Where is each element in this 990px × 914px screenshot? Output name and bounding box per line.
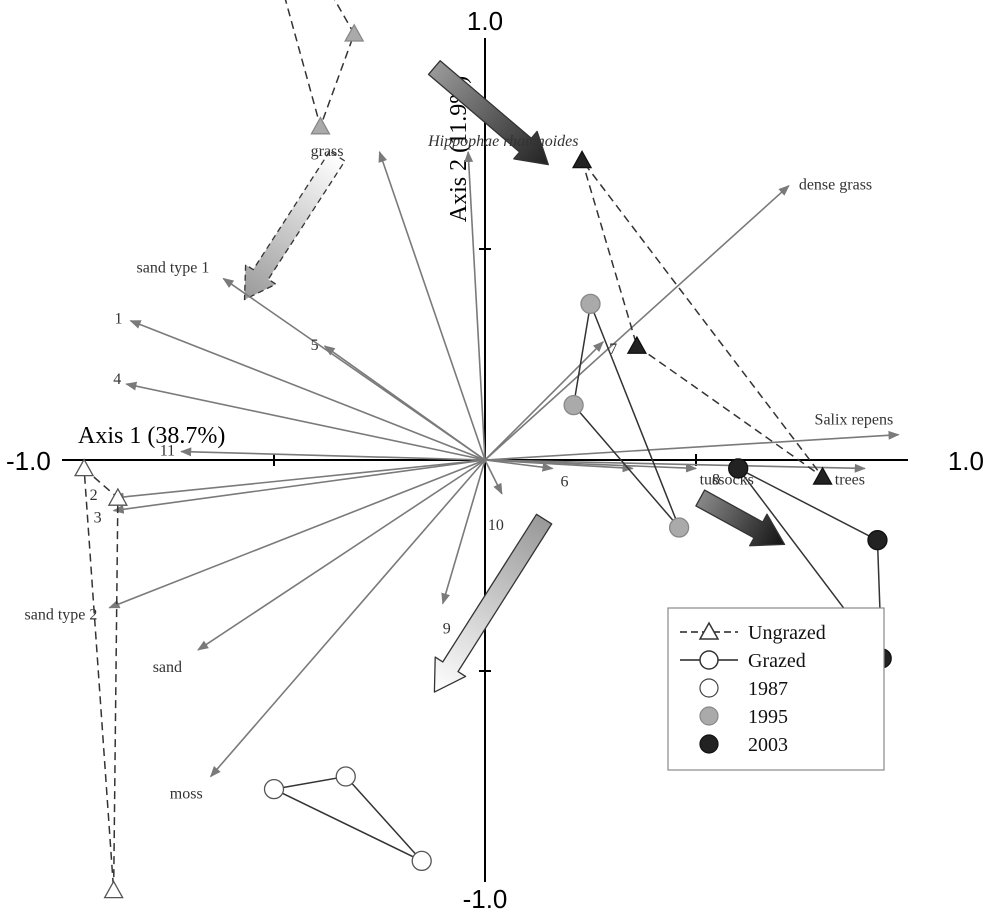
vector-arrow-salix-repens bbox=[484, 430, 900, 461]
vector-arrow-11 bbox=[180, 447, 486, 461]
vector-arrow-moss bbox=[209, 459, 486, 778]
y-max-tick-label: 1.0 bbox=[467, 6, 503, 36]
vector-label-11: 11 bbox=[160, 443, 175, 460]
vector-arrow-trees bbox=[484, 459, 866, 473]
vector-label-trees: trees bbox=[835, 471, 865, 488]
data-point-grazed-2003-2 bbox=[867, 530, 888, 551]
vector-label-salix-repens: Salix repens bbox=[815, 412, 894, 429]
vector-label-sand: sand bbox=[153, 659, 182, 676]
data-point-grazed-1987-1 bbox=[263, 779, 285, 800]
vector-arrow-dense-grass bbox=[484, 184, 790, 461]
legend-grazed-label: Grazed bbox=[748, 650, 806, 672]
vector-arrow-sand-type-2 bbox=[108, 459, 486, 609]
vector-label-hippophae-rhamnoides: Hippophae rhamnoides bbox=[427, 133, 578, 150]
legend-1987-label: 1987 bbox=[748, 678, 788, 700]
data-point-grazed-1995-2 bbox=[563, 394, 584, 416]
data-point-ungrazed-2003-3 bbox=[812, 466, 833, 485]
group-outline-ungrazed-1995 bbox=[284, 0, 356, 130]
legend-ungrazed-label: Ungrazed bbox=[748, 622, 826, 644]
vector-arrow-sand bbox=[197, 459, 486, 651]
data-point-ungrazed-1995-2 bbox=[344, 23, 365, 42]
vector-label-6: 6 bbox=[561, 473, 569, 490]
axes: 1.0 -1.0 -1.0 1.0 Axis 1 (38.7%) Axis 2 … bbox=[6, 6, 984, 914]
data-point-ungrazed-1987-2 bbox=[107, 487, 128, 506]
vector-label-3: 3 bbox=[94, 510, 102, 527]
vector-arrow-5 bbox=[323, 345, 486, 461]
vector-label-7: 7 bbox=[609, 341, 617, 358]
legend: Ungrazed Grazed 1987 1995 2003 bbox=[667, 607, 885, 771]
data-point-grazed-1995-3 bbox=[668, 517, 690, 538]
data-point-grazed-1987-3 bbox=[411, 850, 432, 872]
vector-label-moss: moss bbox=[170, 786, 203, 803]
data-point-ungrazed-1987-3 bbox=[103, 880, 124, 899]
vector-arrow-2 bbox=[112, 459, 486, 502]
data-point-ungrazed-2003-1 bbox=[571, 150, 593, 169]
vector-label-10: 10 bbox=[488, 517, 504, 534]
vector-arrow-tussocks bbox=[484, 459, 634, 473]
trajectory-arrow-2 bbox=[433, 513, 553, 693]
vector-label-sand-type-1: sand type 1 bbox=[136, 260, 209, 277]
legend-ungrazed-triangle bbox=[698, 621, 720, 640]
legend-grazed-circle bbox=[699, 650, 719, 670]
trajectory-arrows bbox=[243, 60, 786, 693]
vector-label-sand-type-2: sand type 2 bbox=[25, 607, 98, 624]
x-max-tick-label: 1.0 bbox=[948, 446, 984, 476]
vector-arrow-7 bbox=[484, 341, 604, 461]
legend-2003-marker bbox=[699, 734, 719, 754]
sample-groups bbox=[73, 0, 892, 899]
vector-arrow-10 bbox=[484, 459, 503, 495]
y-min-tick-label: -1.0 bbox=[463, 884, 508, 914]
x-axis-title: Axis 1 (38.7%) bbox=[78, 423, 225, 449]
data-point-grazed-2003-1 bbox=[728, 458, 749, 479]
vector-label-5: 5 bbox=[311, 337, 319, 354]
legend-1995-label: 1995 bbox=[748, 706, 788, 728]
group-outline-grazed-1987 bbox=[271, 775, 423, 862]
vector-label-9: 9 bbox=[443, 620, 451, 637]
vector-label-dense-grass: dense grass bbox=[799, 177, 872, 194]
trajectory-arrow-4 bbox=[695, 489, 786, 547]
data-point-grazed-1987-2 bbox=[335, 766, 356, 787]
vector-label-8: 8 bbox=[712, 471, 720, 488]
vector-arrow-1 bbox=[129, 319, 486, 461]
legend-2003-label: 2003 bbox=[748, 734, 788, 756]
data-point-grazed-1995-1 bbox=[580, 293, 601, 315]
data-point-ungrazed-2003-2 bbox=[626, 335, 648, 354]
trajectory-arrow-3 bbox=[427, 60, 549, 166]
vector-arrow-grass bbox=[378, 150, 486, 461]
trajectory-arrow-1 bbox=[243, 150, 346, 301]
vector-arrow-9 bbox=[441, 459, 486, 605]
vector-label-grass: grass bbox=[311, 143, 344, 160]
group-outline-ungrazed-1987 bbox=[83, 466, 119, 891]
legend-1995-marker bbox=[699, 706, 719, 726]
vector-label-1: 1 bbox=[115, 311, 123, 328]
vector-label-2: 2 bbox=[90, 487, 98, 504]
vector-arrow-4 bbox=[125, 381, 486, 461]
legend-1987-marker bbox=[699, 678, 719, 698]
group-outline-ungrazed-2003 bbox=[581, 159, 824, 478]
group-outline-grazed-2003 bbox=[737, 467, 883, 661]
vector-arrow-hippophae-rhamnoides bbox=[464, 150, 486, 461]
x-min-tick-label: -1.0 bbox=[6, 446, 51, 476]
environmental-vectors: sand type 1 1 4 5 11 grass Hippophae rhamnoide… bbox=[25, 133, 900, 803]
data-point-ungrazed-1987-1 bbox=[73, 458, 95, 477]
vector-label-4: 4 bbox=[113, 371, 121, 388]
data-point-ungrazed-1995-3 bbox=[310, 116, 331, 135]
vector-arrow-3 bbox=[112, 459, 486, 514]
group-outline-grazed-1995 bbox=[572, 301, 680, 529]
